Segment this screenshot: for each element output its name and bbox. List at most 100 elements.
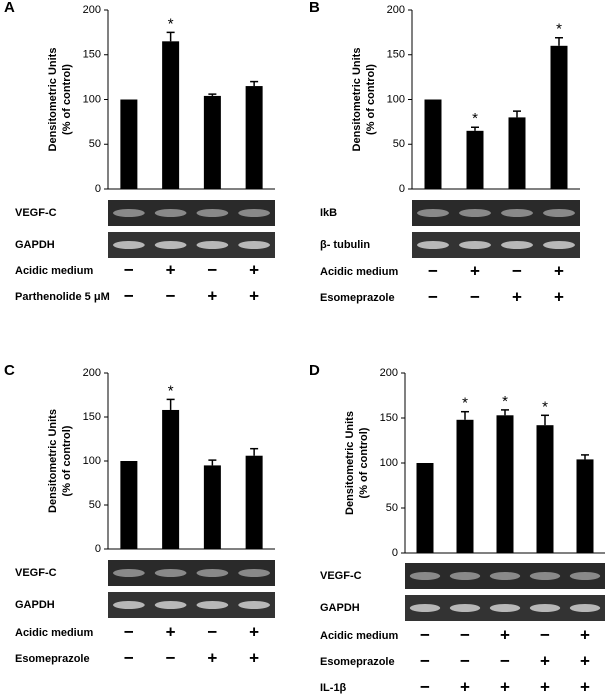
blot-band — [529, 572, 561, 580]
significance-mark: * — [168, 15, 174, 32]
bar — [162, 409, 180, 549]
y-axis-label: Densitometric Units — [47, 48, 59, 152]
bar — [245, 86, 263, 189]
significance-mark: * — [542, 398, 548, 415]
treatment-sign: − — [420, 625, 430, 644]
treatment-sign: + — [500, 677, 510, 696]
panel-label: B — [309, 0, 320, 16]
blot-band — [529, 604, 561, 612]
treatment-label: IL-1β — [320, 682, 347, 694]
y-tick-label: 50 — [393, 138, 405, 150]
bar — [162, 41, 180, 190]
treatment-label: Esomeprazole — [320, 292, 395, 304]
blot-label: β- tubulin — [320, 239, 370, 251]
blot-band — [196, 209, 229, 217]
treatment-sign: − — [428, 261, 438, 280]
y-axis-label: Densitometric Units — [351, 48, 363, 152]
blot-band — [113, 601, 145, 609]
treatment-sign: + — [249, 622, 259, 641]
treatment-sign: − — [420, 677, 430, 696]
treatment-sign: − — [124, 648, 134, 667]
y-tick-label: 150 — [387, 49, 405, 61]
y-axis-label: (% of control) — [61, 64, 73, 135]
y-tick-label: 0 — [392, 547, 398, 559]
y-tick-label: 200 — [83, 367, 101, 379]
treatment-sign: − — [166, 286, 176, 305]
blot-band — [238, 209, 270, 217]
blot-band — [449, 604, 481, 612]
blot-band — [417, 209, 449, 217]
blot-label: VEGF-C — [320, 570, 362, 582]
bar — [550, 45, 568, 189]
y-tick-label: 200 — [83, 4, 101, 16]
y-tick-label: 0 — [95, 183, 101, 195]
bar — [496, 415, 514, 553]
y-tick-label: 100 — [380, 457, 398, 469]
blot-band — [154, 601, 187, 609]
treatment-sign: − — [540, 625, 550, 644]
treatment-sign: + — [460, 677, 470, 696]
treatment-sign: − — [500, 651, 510, 670]
blot-band — [409, 604, 441, 612]
treatment-sign: + — [580, 625, 590, 644]
bar — [466, 130, 484, 189]
blot-band — [113, 569, 145, 577]
bar — [536, 425, 554, 553]
y-tick-label: 0 — [95, 543, 101, 555]
treatment-sign: + — [540, 677, 550, 696]
treatment-sign: − — [512, 261, 522, 280]
panel-label: C — [4, 362, 15, 379]
blot-band — [113, 209, 145, 217]
blot-band — [459, 241, 491, 249]
blot-label: GAPDH — [15, 239, 55, 251]
treatment-sign: − — [124, 260, 134, 279]
treatment-sign: + — [249, 648, 259, 667]
treatment-sign: − — [460, 651, 470, 670]
y-tick-label: 200 — [387, 4, 405, 16]
y-axis-label: Densitometric Units — [344, 411, 356, 515]
y-axis-label: (% of control) — [365, 64, 377, 135]
blot-band — [459, 209, 491, 217]
y-axis-label: (% of control) — [358, 427, 370, 498]
bar — [245, 455, 263, 549]
bar — [120, 461, 138, 549]
y-tick-label: 100 — [83, 93, 101, 105]
panel-label: A — [4, 0, 15, 16]
blot-band — [113, 241, 145, 249]
treatment-sign: + — [166, 260, 176, 279]
blot-band — [569, 604, 601, 612]
blot-band — [501, 209, 533, 217]
y-tick-label: 0 — [399, 183, 405, 195]
bar — [508, 117, 526, 189]
blot-band — [154, 241, 187, 249]
y-tick-label: 100 — [387, 93, 405, 105]
y-tick-label: 50 — [386, 502, 398, 514]
treatment-sign: − — [470, 287, 480, 306]
treatment-label: Acidic medium — [15, 627, 93, 639]
treatment-label: Acidic medium — [320, 630, 398, 642]
blot-band — [196, 241, 229, 249]
treatment-label: Acidic medium — [15, 265, 93, 277]
treatment-sign: + — [166, 622, 176, 641]
treatment-sign: + — [554, 261, 564, 280]
blot-band — [238, 241, 270, 249]
treatment-label: Parthenolide 5 μM — [15, 291, 110, 303]
treatment-sign: − — [428, 287, 438, 306]
blot-band — [543, 209, 575, 217]
blot-band — [543, 241, 575, 249]
bar — [203, 465, 221, 549]
treatment-label: Esomeprazole — [320, 656, 395, 668]
treatment-sign: + — [554, 287, 564, 306]
treatment-sign: + — [500, 625, 510, 644]
blot-label: IkB — [320, 207, 337, 219]
blot-label: GAPDH — [320, 602, 360, 614]
blot-band — [409, 572, 441, 580]
bar — [576, 459, 594, 553]
significance-mark: * — [556, 21, 562, 38]
treatment-sign: − — [460, 625, 470, 644]
treatment-sign: − — [420, 651, 430, 670]
blot-band — [154, 209, 187, 217]
significance-mark: * — [502, 393, 508, 410]
treatment-sign: − — [166, 648, 176, 667]
bar — [424, 99, 442, 189]
